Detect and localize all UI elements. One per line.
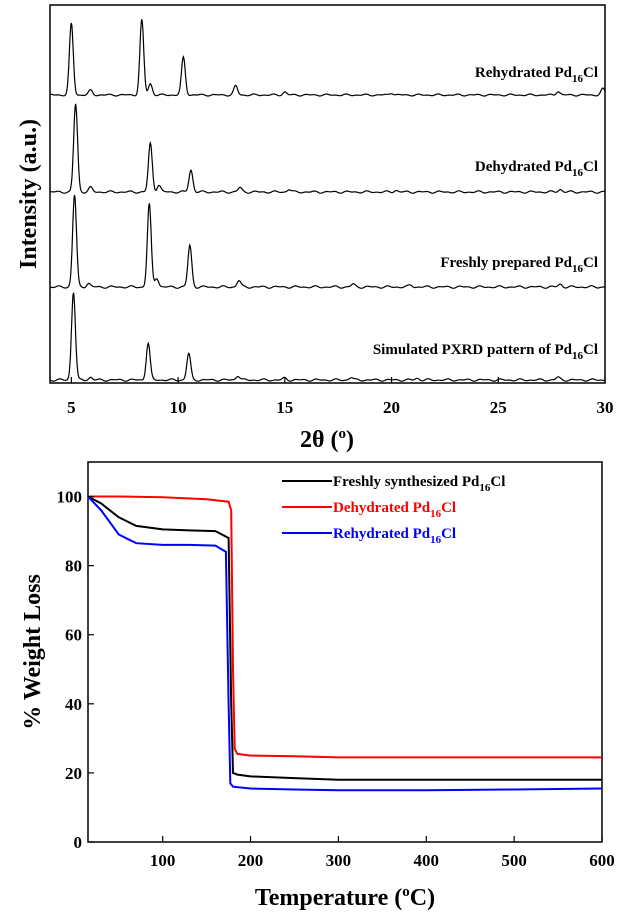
tga-panel: 100 200 300 400 500 600 0 20 40 60 80 100 Freshly … <box>20 461 615 911</box>
pxrd-series-label: Simulated PXRD pattern of Pd16Cl <box>373 342 598 362</box>
tga-x-tick-label: 600 <box>589 851 615 870</box>
tga-x-tick-label: 200 <box>238 851 264 870</box>
pxrd-trace <box>50 19 606 97</box>
tga-plot-area <box>87 461 603 843</box>
tga-y-tick-label: 20 <box>65 764 82 783</box>
tga-x-ticks: 100 200 300 400 500 600 <box>150 836 615 870</box>
pxrd-x-tick-label: 15 <box>276 398 293 417</box>
tga-series-line <box>87 495 602 781</box>
tga-y-tick-label: 60 <box>65 626 82 645</box>
tga-series-line <box>88 495 602 759</box>
pxrd-series-label: Dehydrated Pd16Cl <box>475 159 598 179</box>
tga-x-tick-label: 100 <box>150 851 176 870</box>
pxrd-series-labels: Simulated PXRD pattern of Pd16Cl Freshly … <box>373 65 598 362</box>
pxrd-x-ticks: 5 10 15 20 25 30 <box>67 377 614 417</box>
tga-y-tick-label: 40 <box>65 695 82 714</box>
tga-series-group <box>87 495 603 792</box>
pxrd-series-label: Rehydrated Pd16Cl <box>475 65 598 85</box>
pxrd-x-tick-label: 20 <box>383 398 400 417</box>
pxrd-trace <box>49 292 606 382</box>
pxrd-series-group <box>49 19 606 382</box>
tga-y-tick-label: 80 <box>65 557 82 576</box>
pxrd-x-tick-label: 25 <box>490 398 507 417</box>
pxrd-x-axis-title: 2θ (o) <box>300 426 354 453</box>
pxrd-x-tick-label: 10 <box>170 398 187 417</box>
pxrd-x-tick-label: 30 <box>597 398 614 417</box>
tga-y-tick-label: 0 <box>74 833 83 852</box>
pxrd-trace <box>50 103 606 194</box>
tga-legend-label: Freshly synthesized Pd16Cl <box>333 474 505 494</box>
pxrd-x-tick-label: 5 <box>67 398 76 417</box>
tga-x-tick-label: 300 <box>326 851 352 870</box>
pxrd-y-axis-title: Intensity (a.u.) <box>16 119 42 269</box>
tga-y-tick-label: 100 <box>57 488 83 507</box>
pxrd-series-label: Freshly prepared Pd16Cl <box>440 255 598 275</box>
tga-y-axis-title: % Weight Loss <box>20 574 46 730</box>
tga-x-axis-title: Temperature (oC) <box>255 884 435 911</box>
tga-x-tick-label: 400 <box>414 851 440 870</box>
tga-series-line <box>87 495 603 792</box>
pxrd-trace <box>49 194 605 289</box>
tga-legend: Freshly synthesized Pd16Cl Dehydrated Pd1… <box>282 474 505 546</box>
pxrd-plot-area <box>49 4 606 384</box>
tga-legend-label: Rehydrated Pd16Cl <box>333 526 456 546</box>
tga-x-tick-label: 500 <box>501 851 527 870</box>
tga-y-ticks: 0 20 40 60 80 100 <box>57 488 94 852</box>
pxrd-panel: Simulated PXRD pattern of Pd16Cl Freshly … <box>16 4 614 453</box>
tga-legend-label: Dehydrated Pd16Cl <box>333 500 456 520</box>
